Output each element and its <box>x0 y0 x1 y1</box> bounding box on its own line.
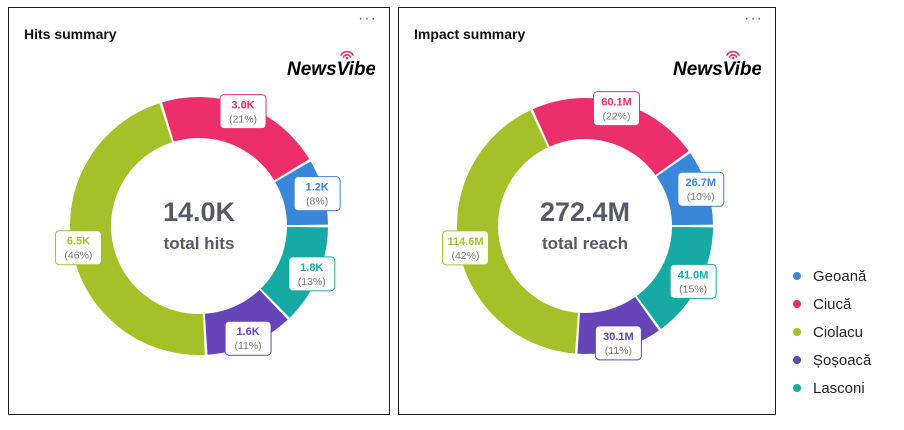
legend-item: Ciucă <box>793 290 871 318</box>
data-label-percent: (11%) <box>605 345 632 357</box>
legend-label: Șoșoacă <box>813 351 872 369</box>
data-label-box <box>677 171 725 207</box>
data-label: 114.6M (42%) <box>441 230 489 266</box>
donut-chart-impact: 26.7M (10%) 60.1M (22%) 114.6M (42%) 30.1M (11%… <box>441 91 725 361</box>
data-label: 6.5K (46%) <box>54 230 102 266</box>
data-label-value: 26.7M <box>686 177 717 189</box>
panel-title: Impact summary <box>414 26 526 42</box>
donut-chart-hits: 1.2K (8%) 3.0K (21%) 6.5K (46%) 1.6K (11%) 1.8K (… <box>54 94 341 356</box>
logo-text: NewsVibe <box>673 59 761 77</box>
legend-label: Ciucă <box>813 295 852 313</box>
data-label: 30.1M (11%) <box>594 325 642 361</box>
data-label-percent: (21%) <box>229 114 257 126</box>
legend-dot-icon <box>793 328 801 336</box>
data-label-value: 30.1M <box>603 331 634 343</box>
newsvibe-logo: NewsVibe <box>285 45 376 82</box>
legend-item: Șoșoacă <box>793 346 871 374</box>
center-value: 272.4M <box>540 197 630 227</box>
legend-label: Lasconi <box>813 379 865 397</box>
data-label-percent: (11%) <box>234 340 261 352</box>
donut-slice-Ciolacu <box>457 110 579 354</box>
newsvibe-logo: NewsVibe <box>671 45 762 82</box>
center-label: total hits <box>164 234 235 253</box>
legend-item: Lasconi <box>793 374 871 402</box>
data-label-box <box>593 91 641 127</box>
data-label-percent: (10%) <box>687 191 715 203</box>
data-label: 1.8K (13%) <box>288 256 336 292</box>
data-label: 60.1M (22%) <box>593 91 641 127</box>
panel-title: Hits summary <box>24 26 117 42</box>
data-label-box <box>288 256 336 292</box>
data-label-value: 1.2K <box>306 182 329 194</box>
legend-dot-icon <box>793 384 801 392</box>
data-label-box <box>54 230 102 266</box>
data-label-value: 6.5K <box>67 236 90 248</box>
legend-dot-icon <box>793 300 801 308</box>
data-label-percent: (8%) <box>306 196 328 208</box>
data-label-box <box>594 325 642 361</box>
hits-summary-panel: Hits summary ··· NewsVibe 1.2K (8%) 3.0K (2… <box>8 7 390 415</box>
legend: Geoană Ciucă Ciolacu Șoșoacă Lasconi <box>793 262 871 402</box>
data-label: 41.0M (15%) <box>669 263 717 299</box>
donut-slice-Ciucă <box>162 96 310 181</box>
data-label-box <box>293 176 341 212</box>
logo-text: NewsVibe <box>287 59 375 77</box>
data-label-percent: (13%) <box>298 276 326 288</box>
data-label-value: 1.6K <box>236 326 259 338</box>
data-label-box <box>669 263 717 299</box>
data-label-percent: (15%) <box>679 283 707 295</box>
data-label-value: 1.8K <box>300 262 323 274</box>
legend-item: Ciolacu <box>793 318 871 346</box>
more-options-icon[interactable]: ··· <box>744 10 763 27</box>
donut-slice-Ciucă <box>532 97 689 176</box>
data-label: 26.7M (10%) <box>677 171 725 207</box>
donut-slice-Ciolacu <box>70 103 205 355</box>
legend-dot-icon <box>793 272 801 280</box>
center-value: 14.0K <box>163 197 236 227</box>
data-label-box <box>441 230 489 266</box>
data-label-percent: (46%) <box>64 250 92 262</box>
impact-summary-panel: Impact summary ··· NewsVibe 26.7M (10%) 60… <box>398 7 776 415</box>
center-label: total reach <box>542 234 628 253</box>
data-label: 3.0K (21%) <box>219 94 267 130</box>
more-options-icon[interactable]: ··· <box>358 10 377 27</box>
data-label-box <box>224 320 272 356</box>
legend-label: Ciolacu <box>813 323 864 341</box>
data-label-value: 3.0K <box>231 100 254 112</box>
data-label: 1.6K (11%) <box>224 320 272 356</box>
data-label-value: 41.0M <box>678 269 709 281</box>
legend-dot-icon <box>793 356 801 364</box>
data-label-box <box>219 94 267 130</box>
data-label-percent: (42%) <box>451 250 479 262</box>
legend-label: Geoană <box>813 267 867 285</box>
data-label-value: 114.6M <box>447 236 483 248</box>
data-label-value: 60.1M <box>601 97 632 109</box>
data-label-percent: (22%) <box>602 111 630 123</box>
legend-item: Geoană <box>793 262 871 290</box>
data-label: 1.2K (8%) <box>293 176 341 212</box>
